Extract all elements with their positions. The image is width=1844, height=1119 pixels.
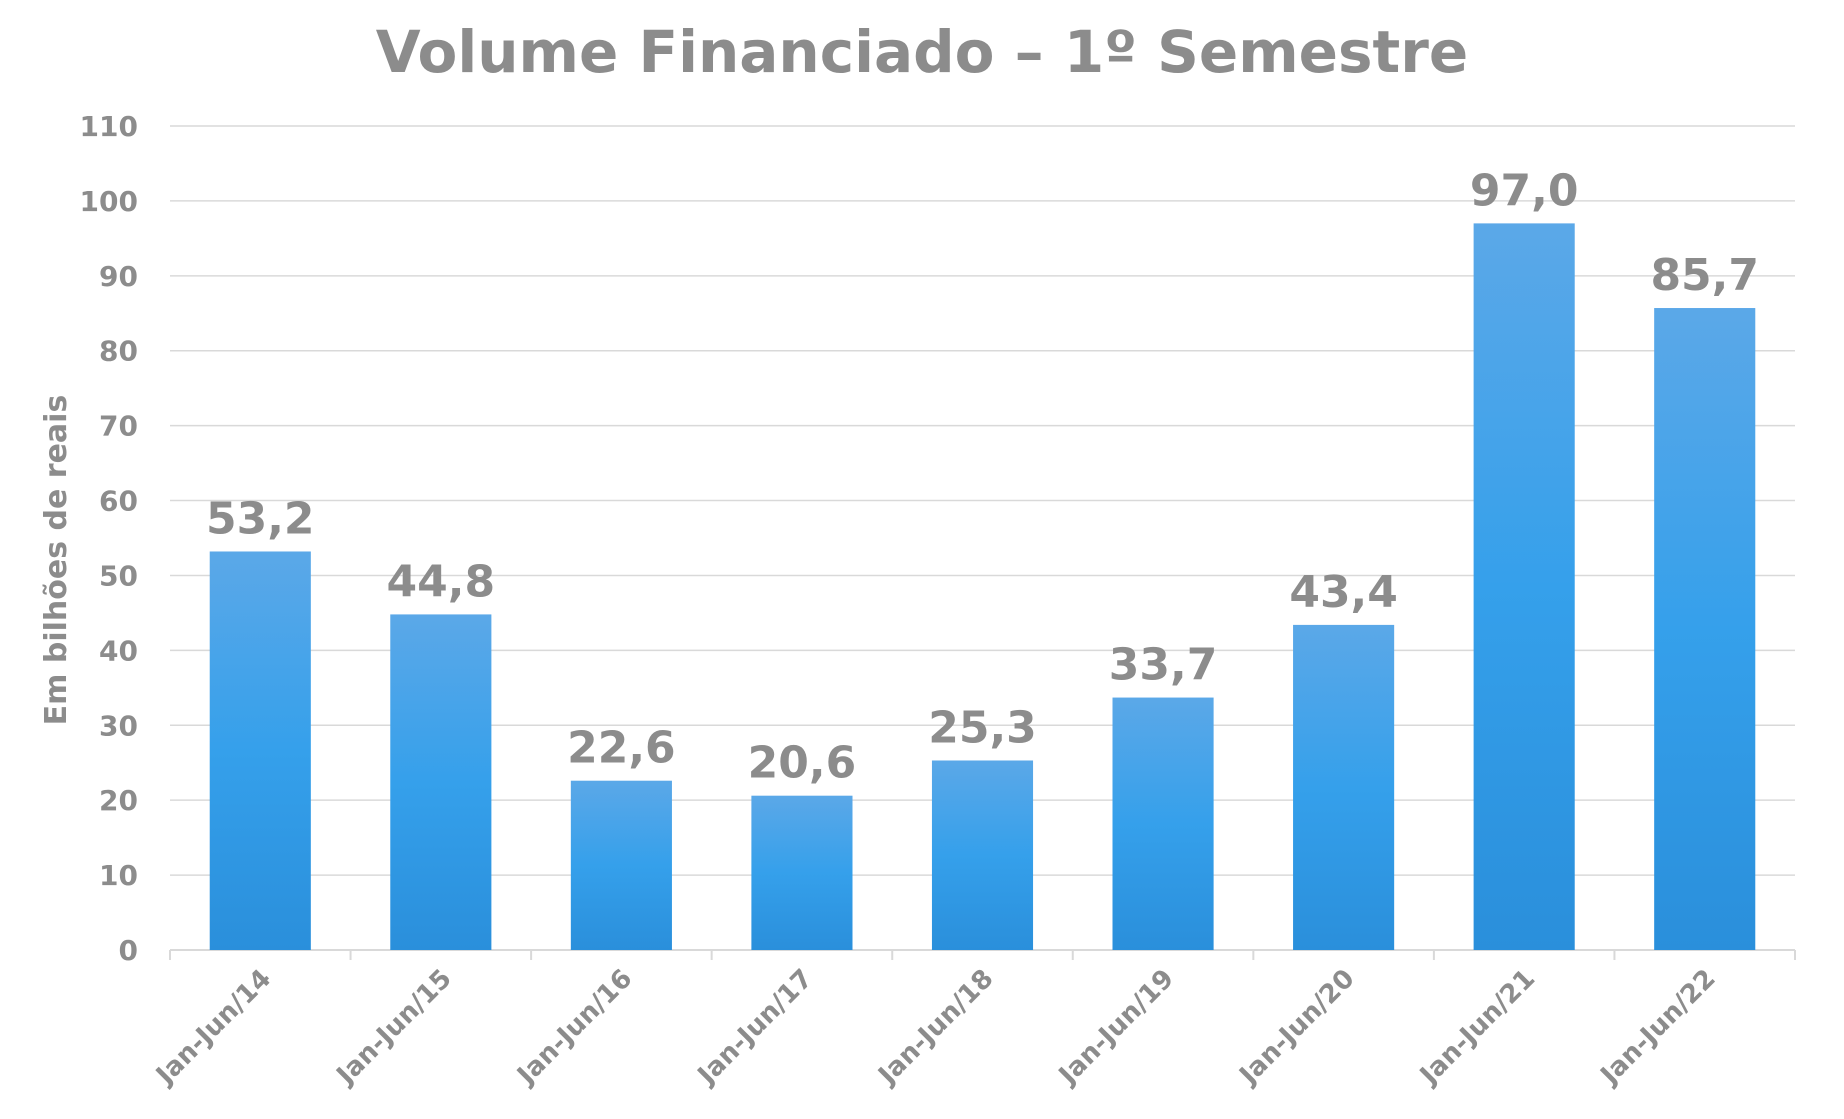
y-axis-label: Em bilhões de reais [39,395,74,726]
x-tick-label: Jan-Jun/14 [149,964,277,1092]
bar-Jan-Jun/16 [570,780,672,950]
y-tick-label: 10 [99,859,138,892]
x-tick-label: Jan-Jun/20 [1233,964,1361,1092]
data-label: 20,6 [748,738,857,789]
bar-Jan-Jun/15 [390,614,492,950]
x-tick-label: Jan-Jun/17 [691,964,819,1092]
y-tick-label: 100 [80,185,138,218]
x-tick-label: Jan-Jun/16 [510,964,638,1092]
y-tick-label: 50 [99,559,138,592]
x-tick-label: Jan-Jun/21 [1413,964,1541,1092]
bar-Jan-Jun/18 [931,760,1034,950]
x-tick-label: Jan-Jun/19 [1052,964,1180,1092]
x-axis-ticks: Jan-Jun/14 Jan-Jun/15 Jan-Jun/16 Jan-Jun/17… [149,964,1721,1092]
x-tick-label: Jan-Jun/18 [872,964,1000,1092]
data-label: 44,8 [387,556,496,607]
y-tick-label: 40 [99,634,138,667]
data-label: 85,7 [1650,250,1759,301]
y-tick-label: 0 [119,934,138,967]
bar-Jan-Jun/22 [1654,308,1756,951]
y-tick-label: 60 [99,485,138,518]
bar-Jan-Jun/19 [1112,697,1214,950]
data-label: 25,3 [928,702,1037,753]
bar-Jan-Jun/17 [751,795,853,950]
x-tick-label: Jan-Jun/22 [1594,964,1722,1092]
data-label: 22,6 [567,723,676,774]
bars [209,223,1756,951]
data-label: 53,2 [206,493,315,544]
chart-title: Volume Financiado – 1º Semestre [376,18,1468,86]
x-tick-label: Jan-Jun/15 [330,964,458,1092]
y-tick-label: 110 [80,110,138,143]
y-tick-label: 70 [99,410,138,443]
y-tick-label: 80 [99,335,138,368]
data-labels: 53,2 44,8 22,6 20,6 25,3 33,7 43,4 97,0 85,7 [206,165,1759,788]
y-tick-label: 90 [99,260,138,293]
data-label: 97,0 [1470,165,1579,216]
bar-Jan-Jun/20 [1293,624,1395,950]
data-label: 33,7 [1109,640,1218,691]
bar-Jan-Jun/21 [1473,223,1575,950]
bar-Jan-Jun/14 [209,551,311,950]
data-label: 43,4 [1289,567,1398,618]
y-tick-label: 30 [99,709,138,742]
y-axis-ticks: 0 10 20 30 40 50 60 70 80 90 100 110 [80,110,138,967]
y-tick-label: 20 [99,784,138,817]
